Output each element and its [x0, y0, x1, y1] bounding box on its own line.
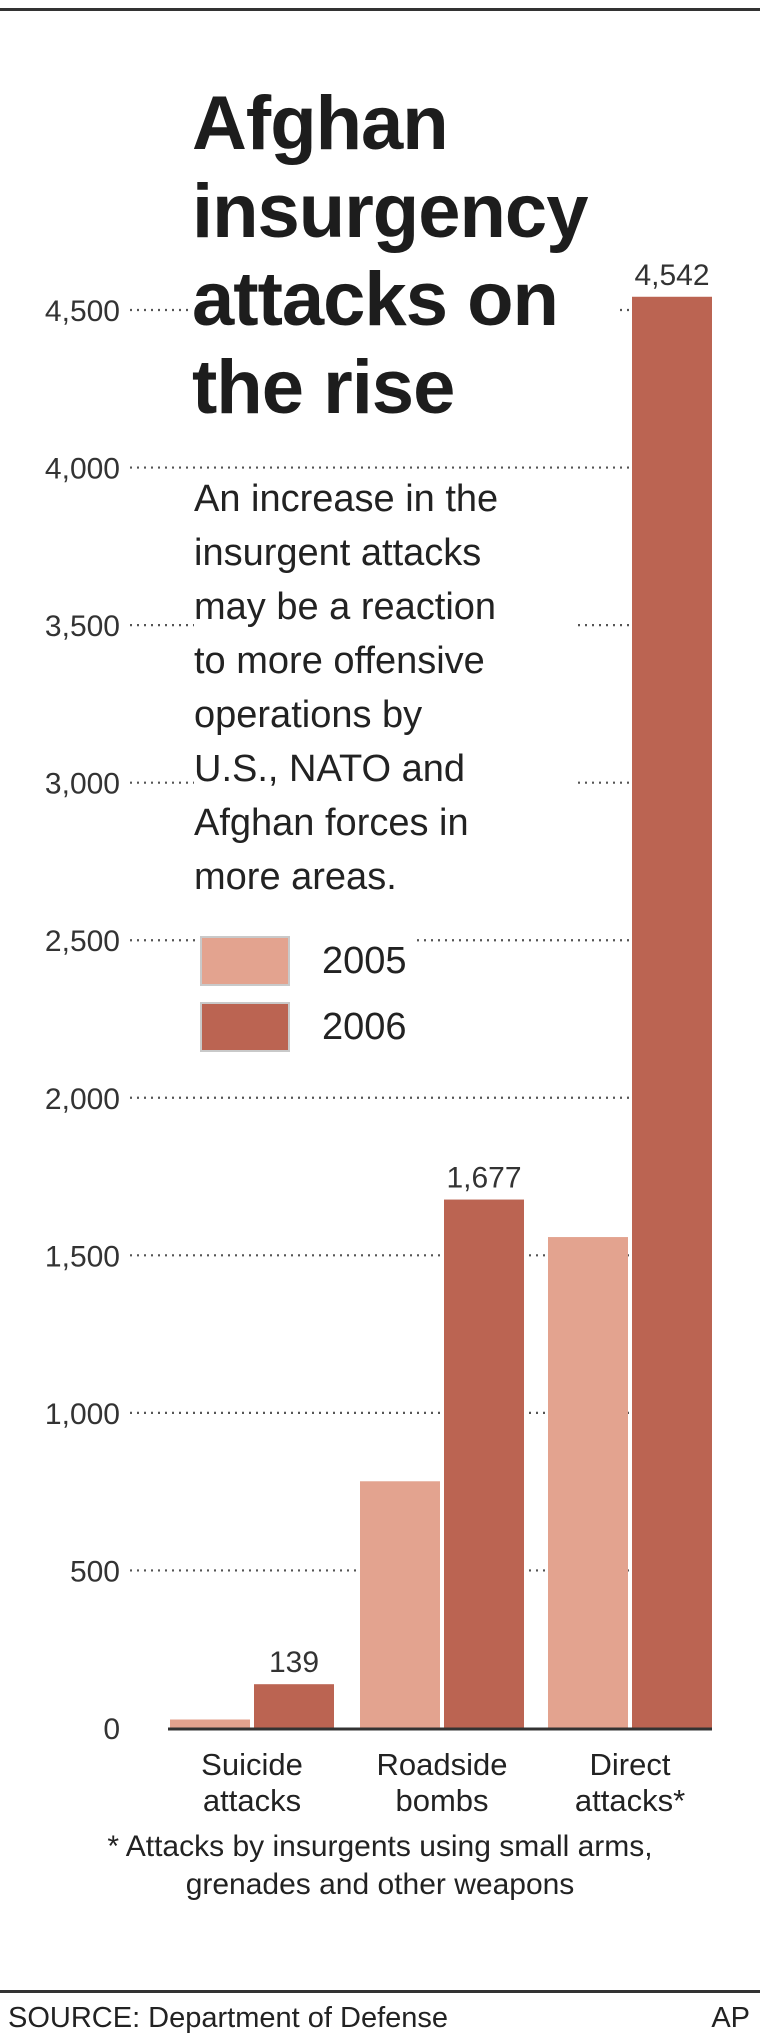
bar-2005: [170, 1719, 250, 1728]
labels: 0 500 1,000 1,500 2,000 2,500 3,000 3,500 4,000 4…: [45, 259, 710, 1818]
subtitle-line: operations by: [194, 694, 423, 736]
bar-2006: [444, 1199, 524, 1728]
bar-2006: [254, 1684, 334, 1728]
bar-2005: [548, 1237, 628, 1728]
legend-label: 2006: [322, 1005, 407, 1048]
bottom-rule: [0, 1990, 760, 1993]
top-rule: [0, 8, 760, 11]
legend-item-2006: 2006: [200, 994, 407, 1060]
footnote: * Attacks by insurgents using small arms…: [0, 1828, 760, 1904]
footnote-line: grenades and other weapons: [185, 1868, 575, 1901]
legend-swatch-2006: [200, 1002, 290, 1052]
y-tick-label: 4,500: [45, 295, 120, 328]
category-label: attacks: [203, 1783, 301, 1818]
bar-2006: [632, 296, 712, 1728]
title-line: the rise: [192, 345, 455, 430]
data-label: 139: [269, 1646, 319, 1679]
legend: 2005 2006: [200, 928, 417, 1060]
legend-label: 2005: [322, 939, 407, 982]
category-label: Direct: [590, 1747, 671, 1782]
y-tick-label: 3,500: [45, 610, 120, 643]
title-line: insurgency: [192, 169, 588, 254]
bars: [170, 296, 712, 1728]
subtitle-line: U.S., NATO and: [194, 748, 466, 790]
legend-item-2005: 2005: [200, 928, 407, 994]
legend-swatch-2005: [200, 936, 290, 986]
data-label: 4,542: [634, 259, 709, 292]
category-label: Suicide: [201, 1747, 303, 1782]
chart-subtitle: An increase in the insurgent attacks may…: [194, 472, 574, 904]
subtitle-line: may be a reaction: [194, 586, 497, 628]
data-label: 1,677: [446, 1162, 521, 1195]
title-line: attacks on: [192, 257, 559, 342]
footnote-line: * Attacks by insurgents using small arms…: [107, 1830, 653, 1863]
y-tick-label: 3,000: [45, 768, 120, 801]
credit-line: AP: [711, 2002, 750, 2034]
y-tick-label: 0: [103, 1713, 120, 1746]
y-tick-label: 500: [70, 1555, 120, 1588]
chart-title: Afghan insurgency attacks on the rise: [192, 80, 618, 432]
subtitle-line: Afghan forces in: [194, 802, 469, 844]
title-line: Afghan: [192, 81, 449, 166]
source-line: SOURCE: Department of Defense: [8, 2002, 449, 2034]
category-label: bombs: [395, 1783, 488, 1818]
y-tick-label: 2,500: [45, 925, 120, 958]
y-tick-label: 1,500: [45, 1240, 120, 1273]
subtitle-line: An increase in the: [194, 478, 499, 520]
category-label: attacks*: [575, 1783, 685, 1818]
bar-2005: [360, 1481, 440, 1728]
y-tick-label: 1,000: [45, 1398, 120, 1431]
subtitle-line: more areas.: [194, 856, 397, 898]
subtitle-line: to more offensive: [194, 640, 485, 682]
y-tick-label: 4,000: [45, 453, 120, 486]
y-tick-label: 2,000: [45, 1083, 120, 1116]
category-label: Roadside: [377, 1747, 508, 1782]
subtitle-line: insurgent attacks: [194, 532, 482, 574]
